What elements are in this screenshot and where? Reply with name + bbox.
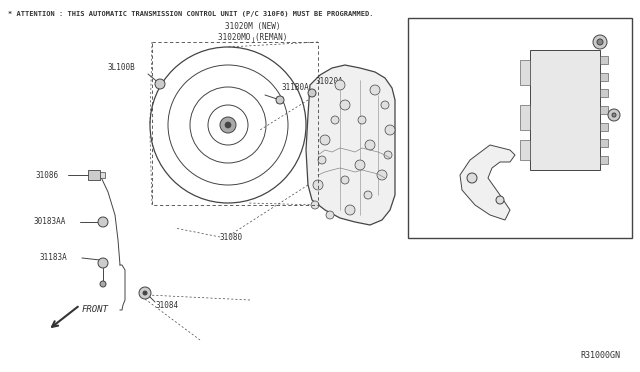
Bar [520,140,530,160]
Circle shape [276,96,284,104]
Circle shape [155,79,165,89]
Circle shape [331,116,339,124]
Bar [152,42,318,205]
Circle shape [345,205,355,215]
Text: 31183A: 31183A [40,253,68,263]
Text: R31000GN: R31000GN [580,351,620,360]
Polygon shape [460,145,515,220]
Bar [600,56,608,64]
Circle shape [341,176,349,184]
Bar [530,50,600,170]
Circle shape [370,85,380,95]
Text: 31020M (NEW): 31020M (NEW) [225,22,281,31]
Circle shape [381,101,389,109]
Circle shape [139,287,151,299]
Bar [600,140,608,147]
Bar [600,106,608,114]
Circle shape [384,151,392,159]
Text: 31039: 31039 [425,86,448,94]
Text: (PROGRAM DATA): (PROGRAM DATA) [425,97,481,103]
Circle shape [385,125,395,135]
Text: 31086: 31086 [36,170,59,180]
Text: 31185B: 31185B [568,28,596,36]
Circle shape [358,116,366,124]
Text: 31043M: 31043M [515,193,543,202]
Circle shape [467,173,477,183]
Circle shape [311,201,319,209]
Bar [100,172,105,178]
Circle shape [308,89,316,97]
Circle shape [612,113,616,117]
Text: 31084: 31084 [155,301,178,310]
Text: FRONT: FRONT [82,305,109,314]
Bar [600,156,608,164]
Circle shape [320,135,330,145]
Circle shape [318,156,326,164]
Circle shape [313,180,323,190]
Text: *310F6: *310F6 [425,67,452,77]
Polygon shape [306,65,395,225]
Text: 31080: 31080 [220,234,243,243]
Circle shape [340,100,350,110]
Text: 31020MO (REMAN): 31020MO (REMAN) [218,33,288,42]
Circle shape [496,196,504,204]
Circle shape [326,211,334,219]
Circle shape [377,170,387,180]
Circle shape [225,122,231,128]
Text: 31185A: 31185A [590,125,618,135]
Circle shape [100,281,106,287]
Text: * ATTENTION : THIS AUTOMATIC TRANSMISSION CONTROL UNIT (P/C 310F6) MUST BE PROGR: * ATTENTION : THIS AUTOMATIC TRANSMISSIO… [8,11,374,17]
Circle shape [98,217,108,227]
Circle shape [608,109,620,121]
Circle shape [220,117,236,133]
Circle shape [364,191,372,199]
Circle shape [597,39,603,45]
Circle shape [593,35,607,49]
Bar [520,105,530,130]
Text: 3L100B: 3L100B [108,64,136,73]
Bar [600,123,608,131]
Text: 30183AA: 30183AA [33,218,65,227]
Circle shape [355,160,365,170]
Bar [600,73,608,81]
Bar [600,89,608,97]
Text: 311B0A: 311B0A [282,83,310,93]
Text: 31020A: 31020A [315,77,343,87]
Circle shape [365,140,375,150]
Circle shape [98,258,108,268]
Circle shape [143,291,147,295]
Circle shape [335,80,345,90]
Bar [520,60,530,85]
Bar [408,18,632,238]
Bar [88,170,100,180]
